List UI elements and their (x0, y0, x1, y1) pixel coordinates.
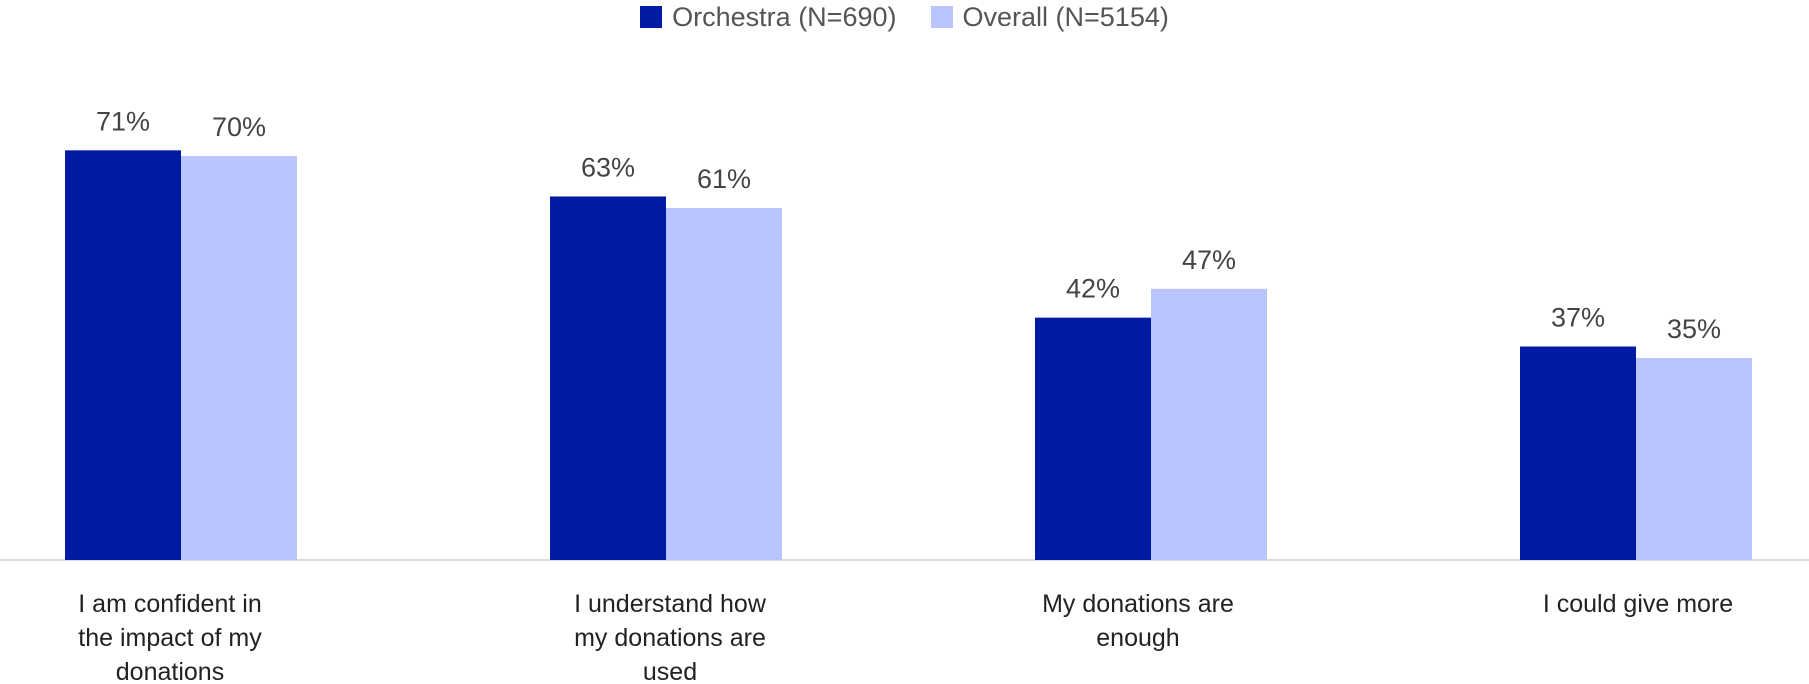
category-label-0-line-0: I am confident in (78, 590, 261, 618)
data-label-orchestra-0: 71% (96, 106, 150, 136)
bar-orchestra-1 (550, 196, 666, 561)
data-label-orchestra-2: 42% (1066, 274, 1120, 304)
category-label-1-line-0: I understand how (574, 590, 767, 618)
bar-orchestra-2 (1035, 317, 1151, 560)
legend-label-overall: Overall (N=5154) (962, 1, 1169, 32)
bar-overall-2 (1151, 288, 1267, 560)
data-label-overall-0: 70% (212, 112, 266, 142)
bar-overall-1 (666, 208, 782, 560)
bar-orchestra-0 (65, 150, 181, 560)
data-label-orchestra-3: 37% (1551, 303, 1605, 333)
legend-item-orchestra: Orchestra (N=690) (640, 1, 897, 33)
bar-orchestra-3 (1520, 346, 1636, 560)
data-label-overall-1: 61% (697, 164, 751, 194)
data-label-overall-3: 35% (1667, 314, 1721, 344)
category-label-1-line-2: used (643, 658, 697, 684)
bar-overall-0 (181, 156, 297, 560)
data-label-overall-2: 47% (1182, 245, 1236, 275)
category-label-3-line-0: I could give more (1543, 590, 1733, 618)
data-label-orchestra-1: 63% (581, 152, 635, 182)
bar-overall-3 (1636, 358, 1752, 560)
legend-swatch-overall (930, 6, 953, 28)
legend-label-orchestra: Orchestra (N=690) (672, 1, 897, 32)
category-label-0-line-1: the impact of my (78, 624, 262, 652)
legend-item-overall: Overall (N=5154) (930, 1, 1169, 33)
category-label-2-line-0: My donations are (1042, 590, 1234, 618)
category-label-1-line-1: my donations are (574, 624, 766, 652)
legend: Orchestra (N=690) Overall (N=5154) (0, 0, 1809, 34)
legend-swatch-orchestra (640, 6, 663, 28)
category-label-2-line-1: enough (1096, 624, 1179, 652)
category-label-0-line-2: donations (116, 658, 224, 684)
